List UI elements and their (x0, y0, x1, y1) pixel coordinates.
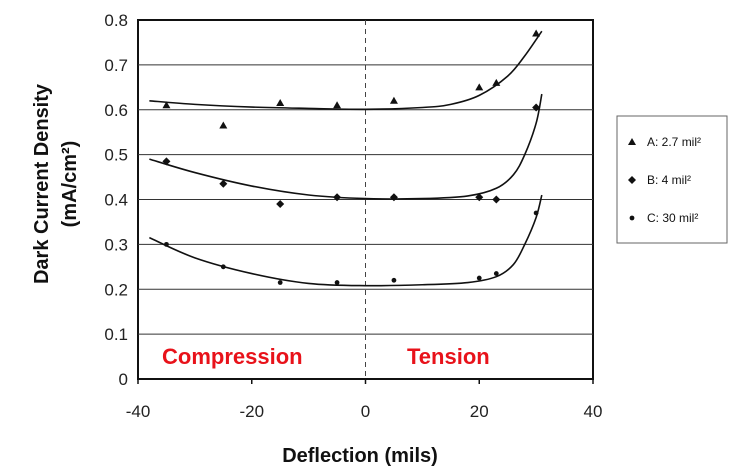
data-point-series-1 (475, 193, 484, 202)
data-point-series-2 (493, 271, 499, 276)
x-axis-title: Deflection (mils) (282, 445, 438, 467)
y-axis-title-line2: (mA/cm²) (59, 141, 81, 228)
y-tick-label: 0 (119, 370, 128, 389)
gridlines (137, 64, 594, 384)
data-point-series-2 (334, 280, 340, 285)
y-tick-labels: 0 0.1 0.2 0.3 0.4 0.5 0.6 0.7 0.8 (104, 11, 128, 389)
data-point-series-2 (391, 277, 397, 283)
y-tick-label: 0.6 (104, 101, 128, 120)
data-point-series-2 (533, 210, 539, 216)
legend-label-series-1: B: 4 mil² (647, 173, 691, 187)
fit-curve-series-1 (149, 93, 543, 200)
data-point-series-0 (219, 121, 228, 129)
x-tick-labels: -40 -20 0 20 40 (126, 402, 603, 421)
fit-curve-series-0 (149, 30, 543, 111)
compression-annotation: Compression (162, 344, 303, 369)
data-markers (162, 29, 541, 285)
data-point-series-0 (492, 78, 501, 86)
data-point-series-0 (333, 101, 342, 109)
data-point-series-2 (164, 241, 169, 247)
y-axis-title-line1: Dark Current Density (31, 83, 53, 284)
legend-marker-series-2 (629, 215, 635, 221)
fit-curves (149, 30, 543, 287)
legend-label-series-2: C: 30 mil² (647, 211, 698, 225)
data-point-series-1 (532, 103, 541, 112)
legend-marker-series-0 (628, 138, 636, 145)
data-point-series-2 (476, 275, 482, 281)
y-tick-label: 0.8 (104, 11, 128, 30)
legend-marker-series-1 (628, 176, 636, 184)
data-point-series-1 (389, 193, 398, 202)
legend-label-series-0: A: 2.7 mil² (647, 135, 701, 149)
data-point-series-1 (276, 199, 285, 208)
x-tick-label: 0 (361, 402, 370, 421)
data-point-series-1 (333, 193, 342, 202)
legend: A: 2.7 mil² B: 4 mil² C: 30 mil² (616, 115, 728, 244)
data-point-series-1 (162, 157, 171, 166)
data-point-series-0 (276, 99, 285, 107)
data-point-series-0 (532, 29, 541, 37)
tension-annotation: Tension (407, 344, 490, 369)
y-tick-label: 0.3 (104, 235, 128, 254)
data-point-series-1 (492, 195, 501, 204)
data-point-series-1 (219, 179, 228, 188)
x-tick-label: 20 (470, 402, 489, 421)
data-point-series-2 (220, 264, 226, 270)
data-point-series-0 (389, 96, 398, 104)
data-point-series-0 (162, 101, 171, 109)
data-point-series-2 (277, 280, 283, 285)
x-tick-label: 40 (584, 402, 603, 421)
data-point-series-0 (475, 83, 484, 91)
y-tick-label: 0.4 (104, 191, 128, 210)
y-tick-label: 0.2 (104, 280, 128, 299)
y-tick-label: 0.1 (104, 325, 128, 344)
x-tick-label: -40 (126, 402, 151, 421)
y-tick-label: 0.7 (104, 56, 128, 75)
legend-items: A: 2.7 mil² B: 4 mil² C: 30 mil² (628, 135, 701, 225)
y-tick-label: 0.5 (104, 146, 128, 165)
x-tick-label: -20 (239, 402, 264, 421)
fit-curve-series-2 (149, 194, 543, 287)
